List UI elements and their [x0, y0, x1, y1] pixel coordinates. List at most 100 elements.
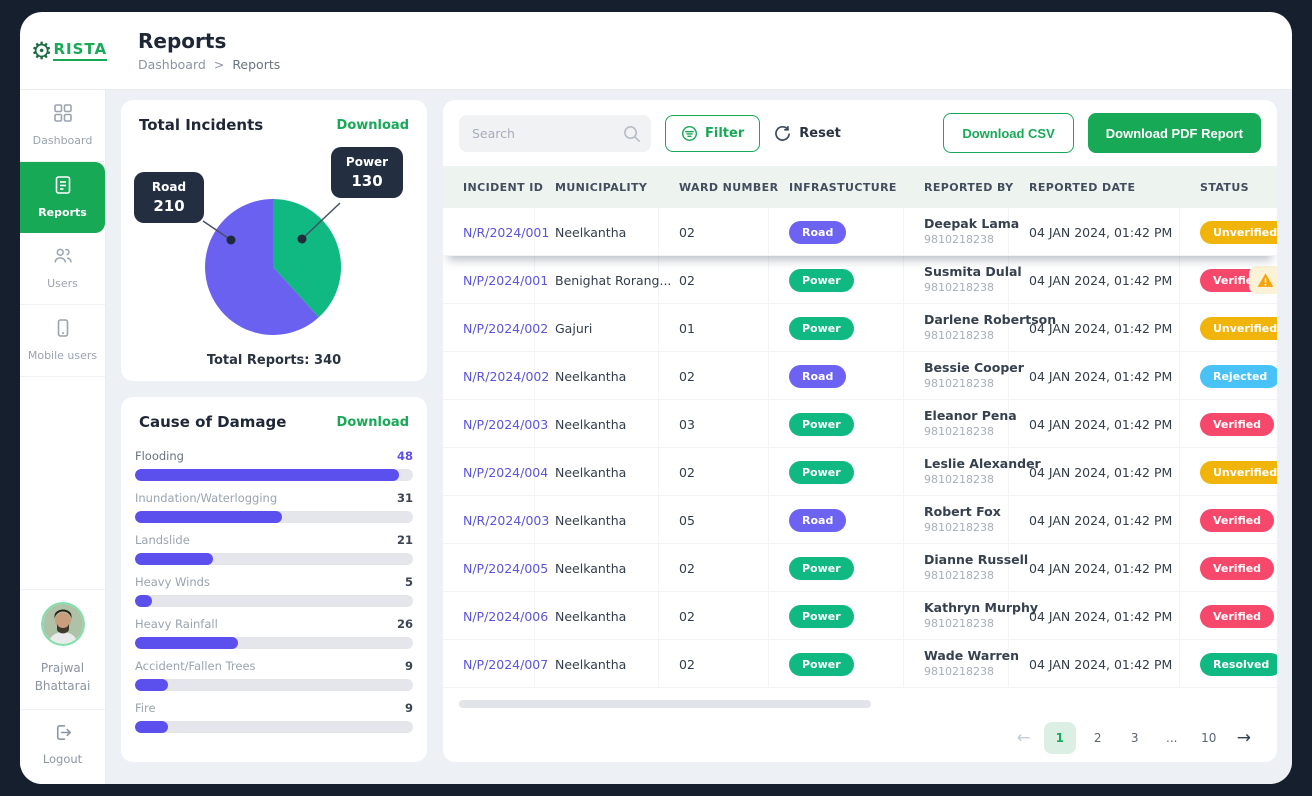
- reporter-phone: 9810218238: [924, 473, 994, 487]
- logout-icon: [56, 725, 71, 740]
- breadcrumb: Dashboard > Reports: [138, 57, 280, 72]
- table-header-row: INCIDENT ID MUNICIPALITY WARD NUMBER INFRAS…: [443, 166, 1277, 208]
- table-row[interactable]: N/P/2024/007 Neelkantha 02 Power Wade Wa…: [443, 640, 1277, 688]
- sidebar-item-users[interactable]: Users: [20, 233, 105, 305]
- status-cell: Verified: [1180, 496, 1277, 544]
- reporter-phone: 9810218238: [924, 521, 994, 535]
- reporter-name: Eleanor Pena: [924, 408, 1017, 424]
- sidebar-user[interactable]: Prajwal Bhattarai: [20, 589, 105, 709]
- status-cell: Rejected: [1180, 352, 1277, 400]
- sidebar-item-dashboard[interactable]: Dashboard: [20, 90, 105, 162]
- infrastructure-badge: Road: [789, 220, 847, 244]
- table-row[interactable]: N/P/2024/006 Neelkantha 02 Power Kathryn…: [443, 592, 1277, 640]
- sidebar-item-reports[interactable]: Reports: [20, 162, 105, 233]
- breadcrumb-dashboard[interactable]: Dashboard: [138, 57, 206, 72]
- bar-label: Heavy Rainfall: [135, 617, 218, 631]
- bar-fill: [135, 595, 152, 607]
- incident-id-link[interactable]: N/P/2024/003: [443, 400, 548, 448]
- reporter-name: Robert Fox: [924, 504, 1001, 520]
- bar-label: Fire: [135, 701, 156, 715]
- reporter-phone: 9810218238: [924, 233, 994, 247]
- pagination-page-10[interactable]: 10: [1201, 731, 1217, 745]
- table-row[interactable]: N/P/2024/005 Neelkantha 02 Power Dianne …: [443, 544, 1277, 592]
- sidebar-item-mobile-users[interactable]: Mobile users: [20, 305, 105, 377]
- bar-label: Heavy Winds: [135, 575, 210, 589]
- municipality-cell: Neelkantha: [535, 592, 659, 640]
- reporter-cell: Bessie Cooper 9810218238: [904, 352, 1024, 400]
- reporter-phone: 9810218238: [924, 329, 994, 343]
- download-pdf-button[interactable]: Download PDF Report: [1087, 113, 1261, 153]
- infrastructure-badge: Power: [789, 268, 854, 292]
- reported-date: 04 JAN 2024, 01:42 PM: [1009, 352, 1180, 400]
- ward-cell: 02: [659, 256, 769, 304]
- reporter-phone: 9810218238: [924, 281, 994, 295]
- table-row[interactable]: N/P/2024/004 Neelkantha 02 Power Leslie …: [443, 448, 1277, 496]
- reporter-name: Bessie Cooper: [924, 360, 1024, 376]
- sidebar-item-label: Mobile users: [27, 349, 98, 362]
- reported-date: 04 JAN 2024, 01:42 PM: [1009, 496, 1180, 544]
- column-header: REPORTED BY: [924, 180, 1014, 194]
- pagination-page-3[interactable]: 3: [1130, 731, 1139, 745]
- logout-button[interactable]: Logout: [20, 709, 105, 784]
- incident-id-link[interactable]: N/P/2024/005: [443, 544, 548, 592]
- download-csv-button[interactable]: Download CSV: [943, 113, 1074, 153]
- reporter-name: Susmita Dulal: [924, 264, 1022, 280]
- pagination-page-2[interactable]: 2: [1093, 731, 1102, 745]
- bar-fill: [135, 511, 283, 523]
- incident-id-link[interactable]: N/R/2024/003: [443, 496, 549, 544]
- app-header: ⚙ RISTA Reports Dashboard > Reports: [20, 12, 1292, 90]
- filter-button[interactable]: Filter: [665, 114, 761, 152]
- ward-cell: 02: [659, 208, 769, 256]
- municipality-cell: Neelkantha: [535, 400, 659, 448]
- incident-id-link[interactable]: N/R/2024/001: [443, 208, 549, 256]
- incidents-pie-chart: [202, 198, 342, 335]
- incident-id-link[interactable]: N/P/2024/007: [443, 640, 548, 688]
- ward-cell: 02: [659, 592, 769, 640]
- sidebar-item-label: Users: [47, 277, 78, 290]
- mobile-icon: [57, 319, 68, 337]
- infrastructure-cell: Road: [769, 496, 904, 544]
- table-row[interactable]: N/P/2024/003 Neelkantha 03 Power Eleanor…: [443, 400, 1277, 448]
- bar-row: Flooding 48: [135, 449, 413, 481]
- pagination-prev-button[interactable]: ←: [1016, 728, 1031, 748]
- pagination-next-button[interactable]: →: [1236, 728, 1251, 748]
- table-row[interactable]: N/R/2024/002 Neelkantha 02 Road Bessie C…: [443, 352, 1277, 400]
- table-row[interactable]: N/P/2024/002 Gajuri 01 Power Darlene Rob…: [443, 304, 1277, 352]
- sidebar-item-label: Reports: [38, 206, 87, 219]
- pagination-page-1[interactable]: 1: [1043, 722, 1076, 754]
- incident-id-link[interactable]: N/R/2024/002: [443, 352, 549, 400]
- reset-label: Reset: [799, 125, 841, 141]
- incident-id-link[interactable]: N/P/2024/006: [443, 592, 548, 640]
- download-total-incidents-link[interactable]: Download: [336, 117, 409, 133]
- warning-icon[interactable]: [1249, 266, 1277, 294]
- bar-label: Flooding: [135, 449, 184, 463]
- status-cell: Verified: [1180, 256, 1277, 304]
- municipality-cell: Gajuri: [535, 304, 659, 352]
- status-cell: Unverified: [1180, 304, 1277, 352]
- column-header: MUNICIPALITY: [555, 180, 648, 194]
- reported-date: 04 JAN 2024, 01:42 PM: [1009, 256, 1180, 304]
- incident-id-link[interactable]: N/P/2024/001: [443, 256, 548, 304]
- ward-cell: 02: [659, 352, 769, 400]
- reset-button[interactable]: Reset: [774, 125, 841, 142]
- infrastructure-cell: Power: [769, 544, 904, 592]
- download-cause-of-damage-link[interactable]: Download: [336, 414, 409, 430]
- incident-id-link[interactable]: N/P/2024/002: [443, 304, 548, 352]
- status-badge: Unverified: [1200, 220, 1277, 244]
- table-row[interactable]: N/R/2024/003 Neelkantha 05 Road Robert F…: [443, 496, 1277, 544]
- chevron-right-icon: >: [213, 57, 225, 72]
- bar-fill: [135, 679, 169, 691]
- table-row[interactable]: N/R/2024/001 Neelkantha 02 Road Deepak L…: [443, 208, 1277, 256]
- infrastructure-badge: Power: [789, 556, 854, 580]
- infrastructure-badge: Power: [789, 412, 854, 436]
- reported-date: 04 JAN 2024, 01:42 PM: [1009, 208, 1180, 256]
- horizontal-scrollbar[interactable]: [459, 700, 871, 708]
- infrastructure-badge: Power: [789, 460, 854, 484]
- search-input[interactable]: [459, 114, 651, 152]
- incident-id-link[interactable]: N/P/2024/004: [443, 448, 548, 496]
- table-row[interactable]: N/P/2024/001 Benighat Rorang... 02 Power…: [443, 256, 1277, 304]
- reported-date: 04 JAN 2024, 01:42 PM: [1009, 304, 1180, 352]
- gear-logo-icon: ⚙: [30, 36, 53, 65]
- infrastructure-badge: Road: [789, 364, 847, 388]
- app-logo[interactable]: ⚙ RISTA: [20, 39, 118, 63]
